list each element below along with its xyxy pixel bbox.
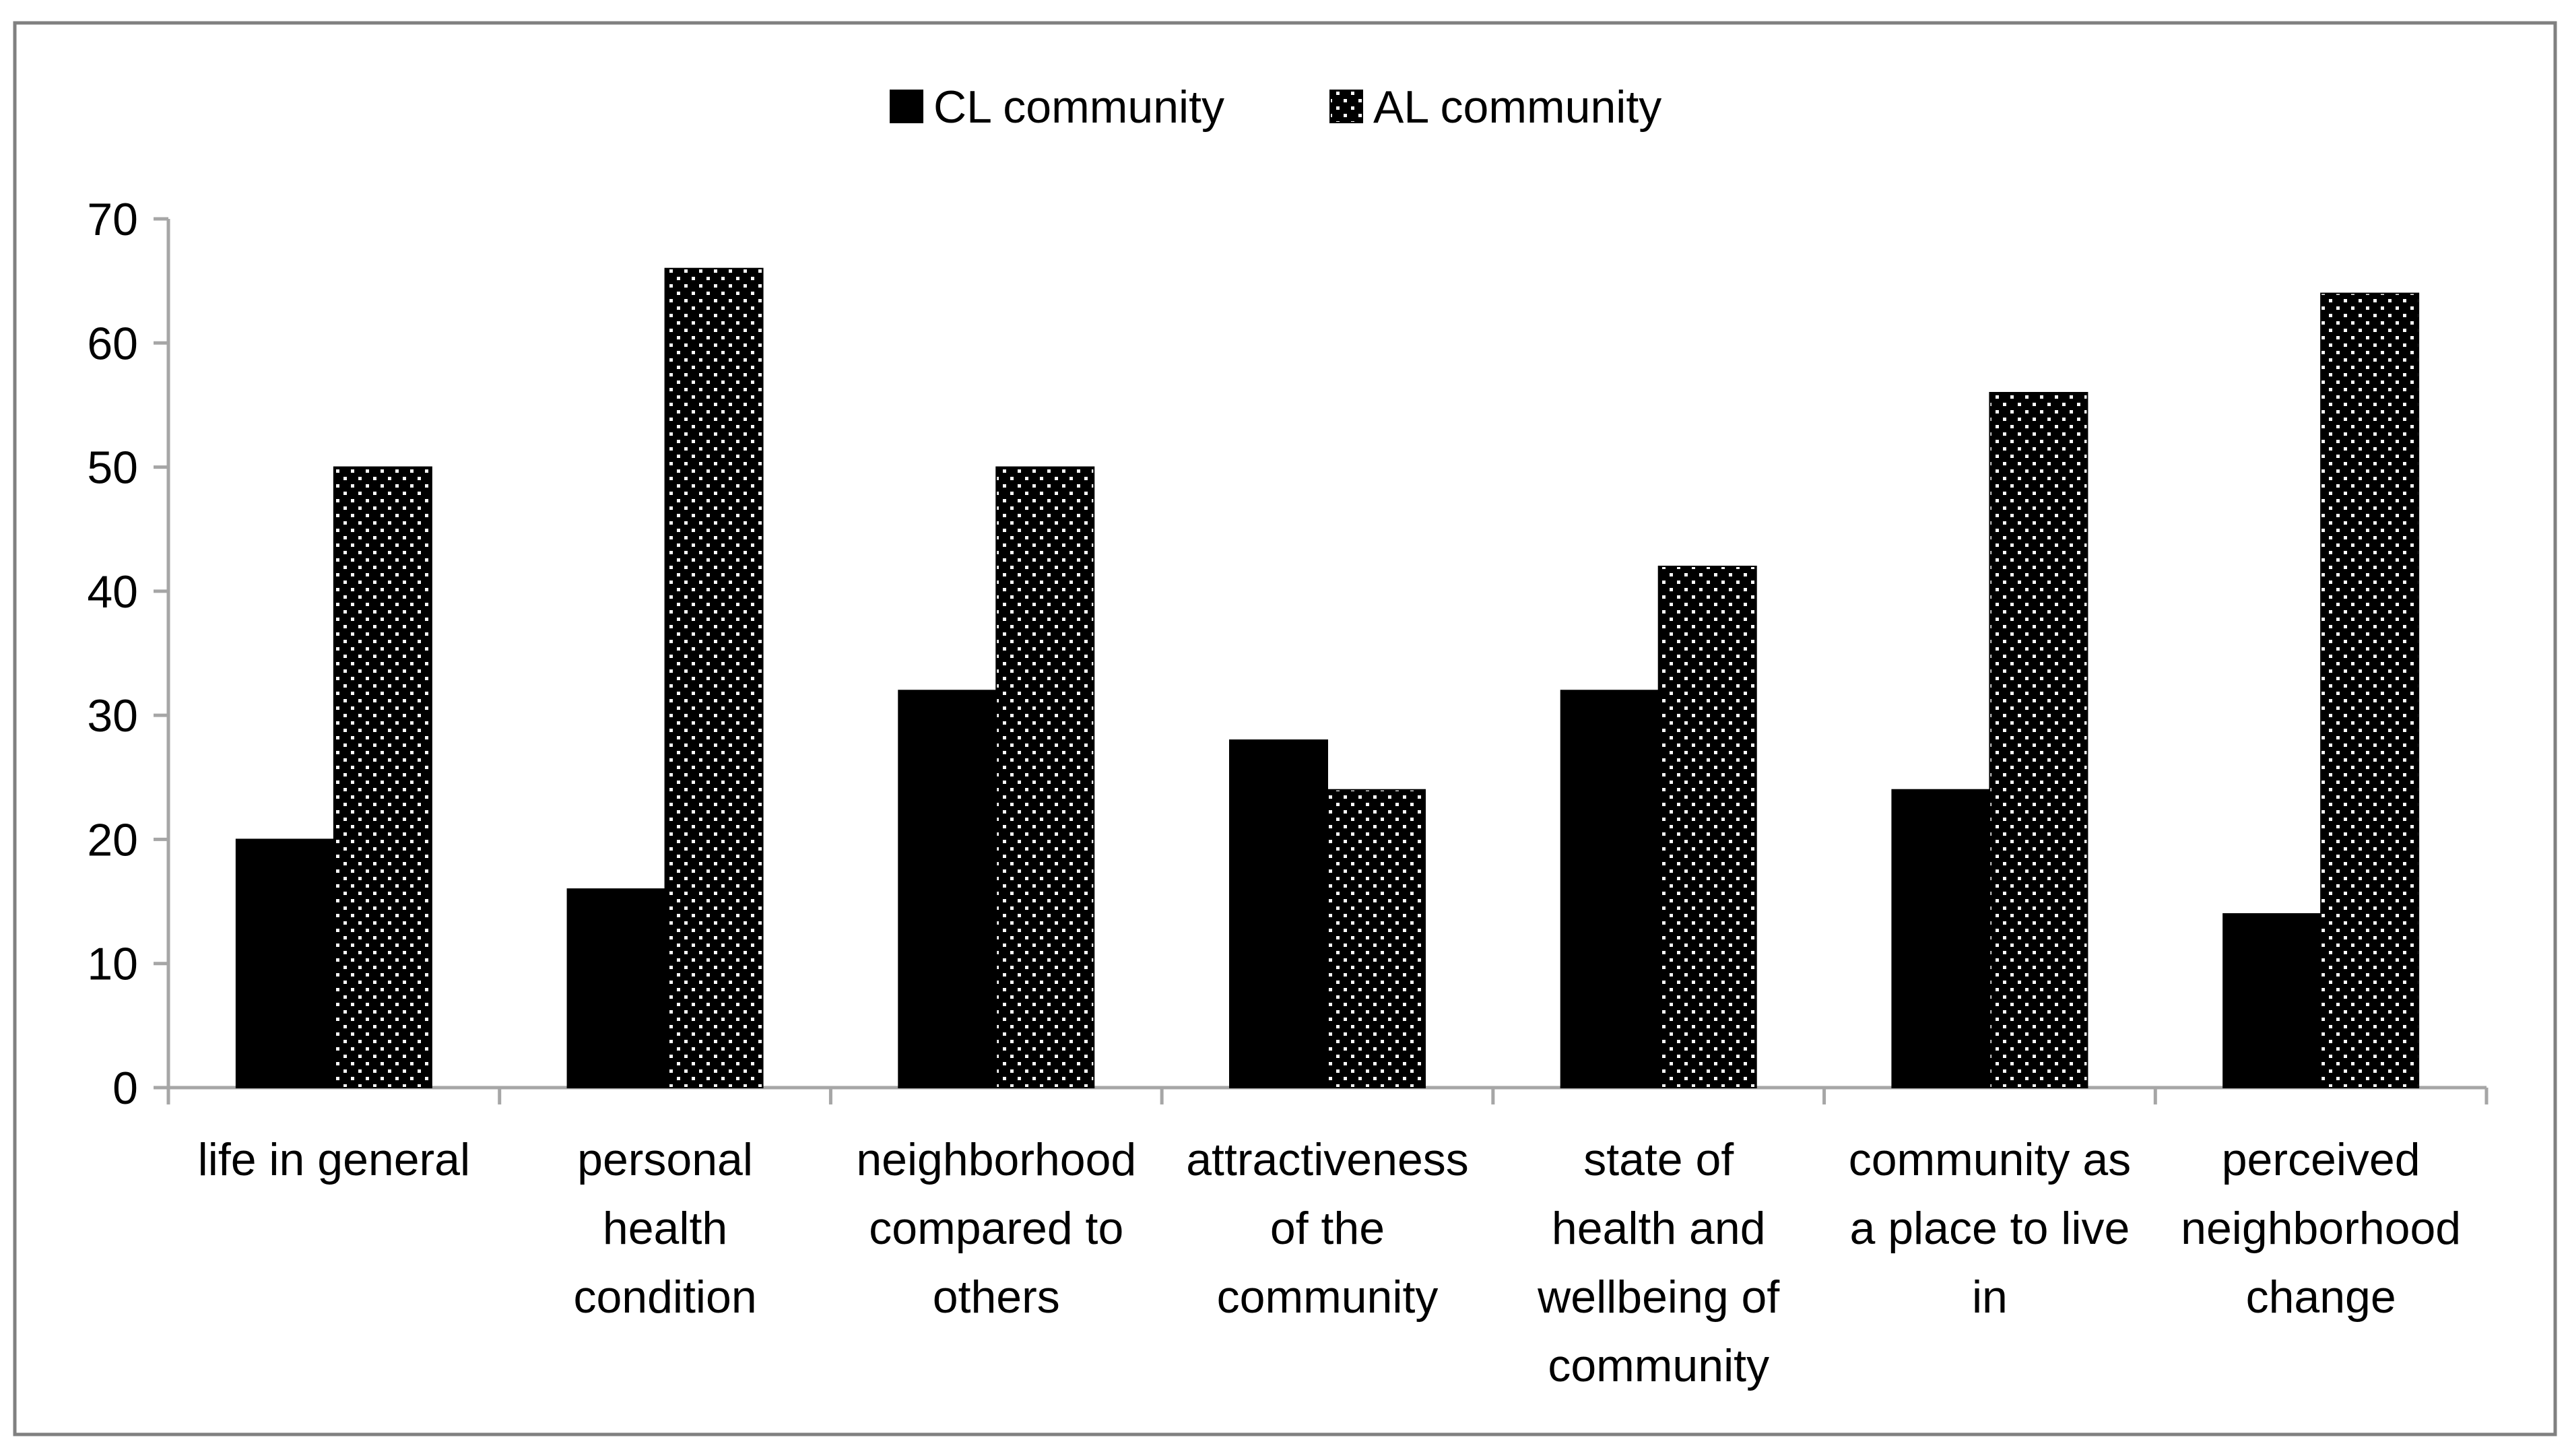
y-tick-label: 40: [87, 566, 138, 618]
y-tick-label: 60: [87, 318, 138, 369]
bar-cl-community: [1891, 789, 1991, 1088]
legend-label-al-community: AL community: [1373, 81, 1661, 133]
y-tick-label: 50: [87, 442, 138, 494]
y-tick-label: 10: [87, 939, 138, 990]
bar-al-community: [995, 466, 1095, 1088]
bar-cl-community: [235, 838, 335, 1089]
chart-border: [13, 21, 2557, 1436]
x-tick-label: state of health and wellbeing of community: [1537, 1134, 1779, 1391]
bar-cl-community: [1560, 690, 1659, 1089]
x-axis: life in general personal health condition ne…: [166, 1086, 2489, 1391]
x-tick-label: neighborhood compared to others: [856, 1134, 1136, 1323]
legend-swatch-al-community: [1329, 90, 1363, 123]
y-tick-label: 30: [87, 690, 138, 741]
legend-swatch-cl-community: [890, 90, 923, 123]
y-tick-label: 70: [87, 194, 138, 245]
bar-al-community: [333, 466, 432, 1088]
bar-cl-community: [1229, 739, 1328, 1088]
x-tick-label: community as a place to live in: [1849, 1134, 2131, 1323]
bar-al-community: [2320, 292, 2420, 1089]
legend-label-cl-community: CL community: [933, 81, 1224, 133]
bar-al-community: [664, 267, 764, 1089]
y-axis: 0 10 20 30 40 50 60 70: [87, 194, 170, 1114]
bar-cl-community: [898, 690, 997, 1089]
x-tick-label: attractiveness of the community: [1186, 1134, 1469, 1323]
x-tick-label: life in general: [198, 1134, 470, 1185]
bar-al-community: [1657, 566, 1757, 1088]
y-tick-label: 20: [87, 814, 138, 865]
x-tick-label: personal health condition: [573, 1134, 756, 1323]
y-tick-label: 0: [112, 1063, 138, 1114]
x-tick-label: perceived neighborhood change: [2181, 1134, 2461, 1323]
bar-al-community: [1327, 789, 1426, 1088]
legend: CL community AL community: [890, 81, 1661, 133]
bar-cl-community: [566, 888, 666, 1088]
bar-cl-community: [2222, 913, 2322, 1088]
bars: [235, 267, 2420, 1089]
bar-al-community: [1989, 392, 2088, 1088]
